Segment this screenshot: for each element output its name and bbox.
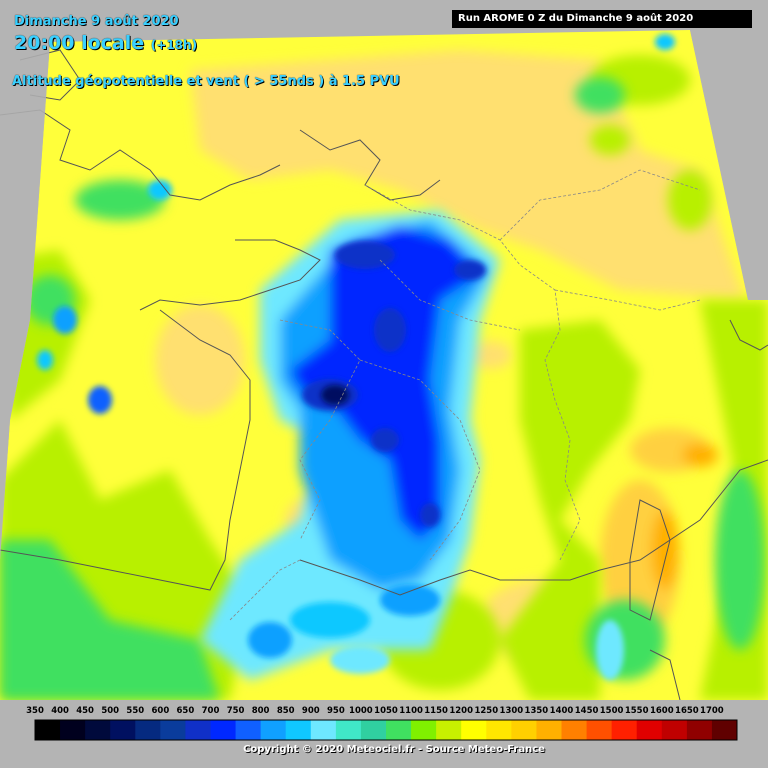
legend-swatch [60,720,86,740]
coastlines [0,49,768,701]
legend-label: 400 [51,706,69,716]
legend-label: 600 [151,706,170,716]
lead-time: (+18h) [150,38,198,52]
legend-swatch [310,720,337,740]
legend-label: 1600 [649,706,674,716]
borders [229,169,701,621]
legend-swatch [85,720,111,740]
legend-label: 800 [251,706,270,716]
legend-swatch [210,720,237,740]
legend-swatch [436,720,462,740]
legend-label: 1450 [574,706,599,716]
legend-swatch [160,720,186,740]
legend-label: 1500 [599,706,624,716]
legend-swatch [260,720,287,740]
legend-label: 1100 [399,706,423,716]
legend-swatch [661,720,688,740]
legend-swatch [636,720,663,740]
legend-swatch [536,720,562,740]
legend-label: 1550 [624,706,649,716]
legend-label: 1250 [474,706,499,716]
legend-swatch [611,720,638,740]
legend-label: 900 [301,706,320,716]
legend-label: 1700 [700,706,724,716]
legend-swatch [235,720,262,740]
legend-label: 350 [26,706,44,716]
legend-swatch [586,720,613,740]
legend-swatch [511,720,537,740]
legend-swatch [411,720,437,740]
legend-label: 1150 [424,706,448,716]
legend-swatch [386,720,412,740]
legend-label: 1300 [499,706,524,716]
legend-label: 550 [126,706,145,716]
legend-frame [34,719,738,741]
legend-color-scale [34,719,738,741]
parameter-label: Altitude géopotentielle et vent ( > 55nd… [12,74,400,89]
legend-swatch [35,720,61,740]
legend-label: 950 [327,706,345,716]
legend-swatch [486,720,512,740]
legend-swatch [686,720,713,740]
legend-label: 700 [201,706,220,716]
legend-swatch [461,720,487,740]
legend-label: 1400 [549,706,574,716]
legend-swatch [335,720,362,740]
legend-label: 1350 [524,706,549,716]
legend-label: 1200 [449,706,474,716]
date-label: Dimanche 9 août 2020 [14,14,179,29]
legend-swatch [135,720,161,740]
legend-swatch [285,720,312,740]
legend-swatch [360,720,387,740]
legend-label: 450 [76,706,94,716]
run-info: Run AROME 0 Z du Dimanche 9 août 2020 [452,10,752,28]
time-value: 20:00 locale [14,32,145,54]
legend-swatch [185,720,211,740]
legend-label: 650 [176,706,195,716]
legend-label: 1650 [675,706,699,716]
copyright: Copyright © 2020 Meteociel.fr - Source M… [243,744,545,755]
legend-swatch [561,720,588,740]
legend-label: 1050 [374,706,398,716]
legend-label: 1000 [349,706,373,716]
time-label: 20:00 locale (+18h) [14,32,197,54]
legend-label: 750 [226,706,245,716]
geopotential-field [0,30,768,700]
legend-swatch [110,720,136,740]
legend-label: 500 [101,706,120,716]
legend-swatch [711,720,738,740]
legend-label: 850 [276,706,295,716]
